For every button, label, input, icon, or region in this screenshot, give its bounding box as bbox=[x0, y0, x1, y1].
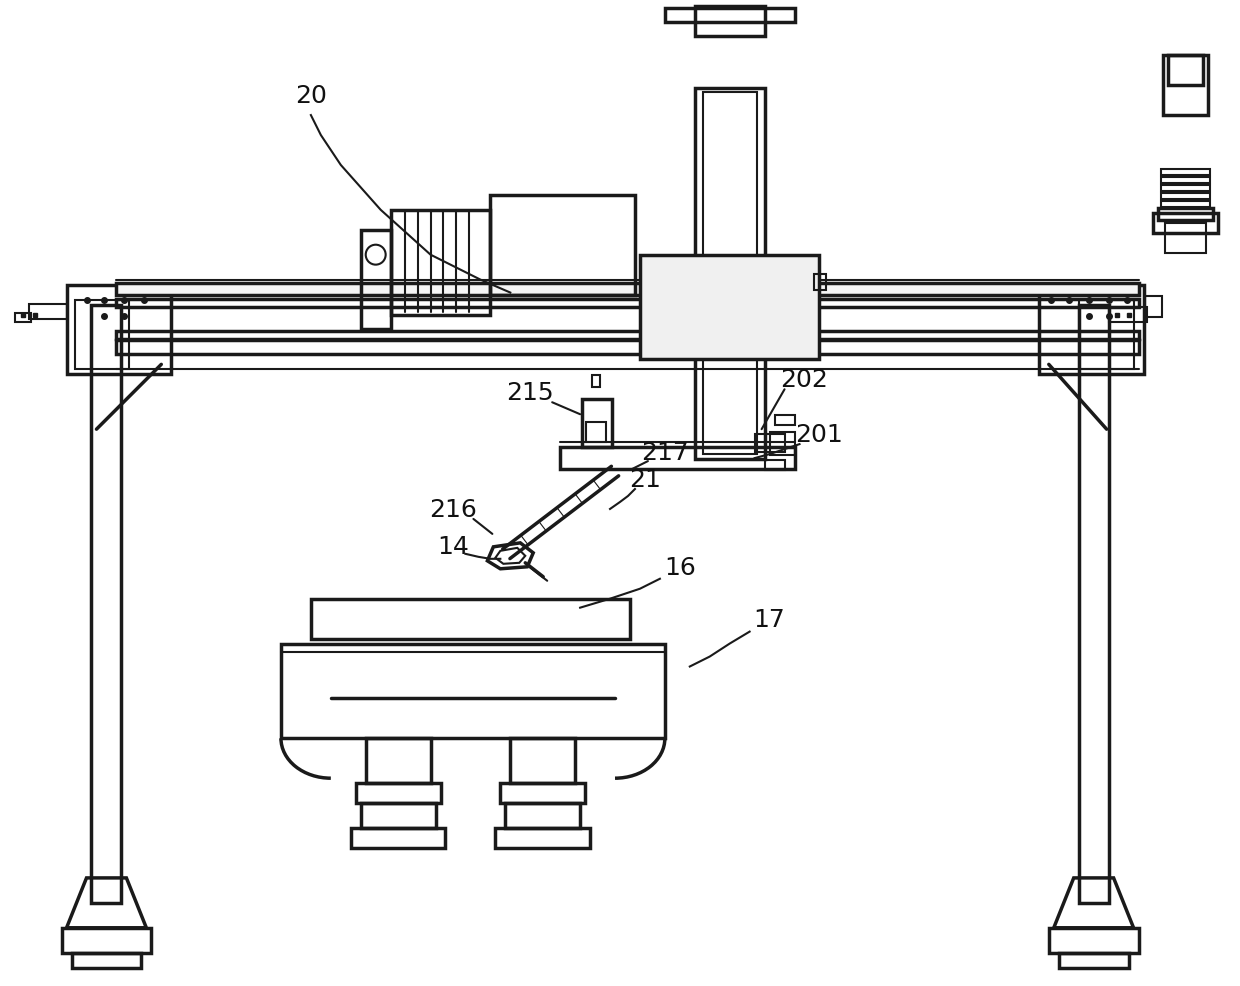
Bar bbox=[587, 423, 606, 443]
Bar bbox=[511, 739, 575, 784]
Bar bbox=[1163, 56, 1208, 116]
Bar bbox=[591, 376, 600, 387]
Bar bbox=[1162, 170, 1210, 176]
Bar bbox=[361, 804, 435, 828]
Bar bbox=[1145, 296, 1162, 318]
Bar bbox=[495, 828, 590, 848]
Bar bbox=[74, 301, 129, 370]
Text: 16: 16 bbox=[663, 555, 696, 579]
Bar bbox=[1079, 306, 1109, 903]
Bar bbox=[1079, 301, 1133, 370]
Bar bbox=[665, 9, 795, 24]
Bar bbox=[640, 255, 820, 360]
Bar bbox=[62, 928, 151, 952]
Bar bbox=[755, 435, 785, 453]
Bar bbox=[361, 231, 391, 330]
Bar bbox=[703, 93, 756, 455]
Bar bbox=[1166, 224, 1207, 253]
Bar bbox=[1158, 209, 1213, 221]
Text: 202: 202 bbox=[780, 368, 828, 391]
Bar bbox=[117, 341, 1138, 355]
Bar bbox=[582, 400, 613, 448]
Bar bbox=[694, 89, 765, 459]
Bar bbox=[311, 599, 630, 639]
Bar bbox=[72, 952, 141, 967]
Bar bbox=[117, 299, 1138, 308]
Text: 20: 20 bbox=[295, 84, 327, 108]
Bar bbox=[694, 7, 765, 37]
Bar bbox=[1162, 177, 1210, 183]
Bar bbox=[1049, 928, 1138, 952]
Bar bbox=[117, 283, 1138, 295]
Bar bbox=[391, 211, 490, 316]
Bar bbox=[92, 306, 122, 903]
Bar bbox=[281, 644, 665, 739]
Bar bbox=[770, 433, 795, 456]
Bar bbox=[1162, 201, 1210, 208]
Bar bbox=[815, 274, 826, 290]
Bar bbox=[1168, 56, 1203, 86]
Bar bbox=[560, 448, 795, 469]
Bar bbox=[506, 804, 580, 828]
Bar bbox=[29, 305, 67, 320]
Bar bbox=[1039, 285, 1143, 375]
Bar bbox=[1109, 308, 1147, 323]
Text: 21: 21 bbox=[629, 467, 661, 492]
Bar bbox=[1162, 185, 1210, 191]
Bar bbox=[765, 460, 785, 470]
Bar bbox=[67, 285, 171, 375]
Bar bbox=[1153, 214, 1219, 234]
Text: 201: 201 bbox=[796, 423, 843, 447]
Bar bbox=[15, 314, 31, 323]
Bar bbox=[366, 739, 430, 784]
Text: 217: 217 bbox=[641, 441, 688, 464]
Text: 215: 215 bbox=[506, 381, 554, 405]
Bar bbox=[490, 195, 635, 295]
Bar bbox=[1059, 952, 1128, 967]
Bar bbox=[775, 416, 795, 426]
Bar bbox=[117, 332, 1138, 340]
Text: 14: 14 bbox=[438, 534, 470, 558]
Bar bbox=[356, 784, 440, 804]
Bar bbox=[351, 828, 445, 848]
Bar bbox=[500, 784, 585, 804]
Bar bbox=[1162, 193, 1210, 199]
Text: 17: 17 bbox=[754, 607, 785, 631]
Text: 216: 216 bbox=[429, 498, 477, 522]
